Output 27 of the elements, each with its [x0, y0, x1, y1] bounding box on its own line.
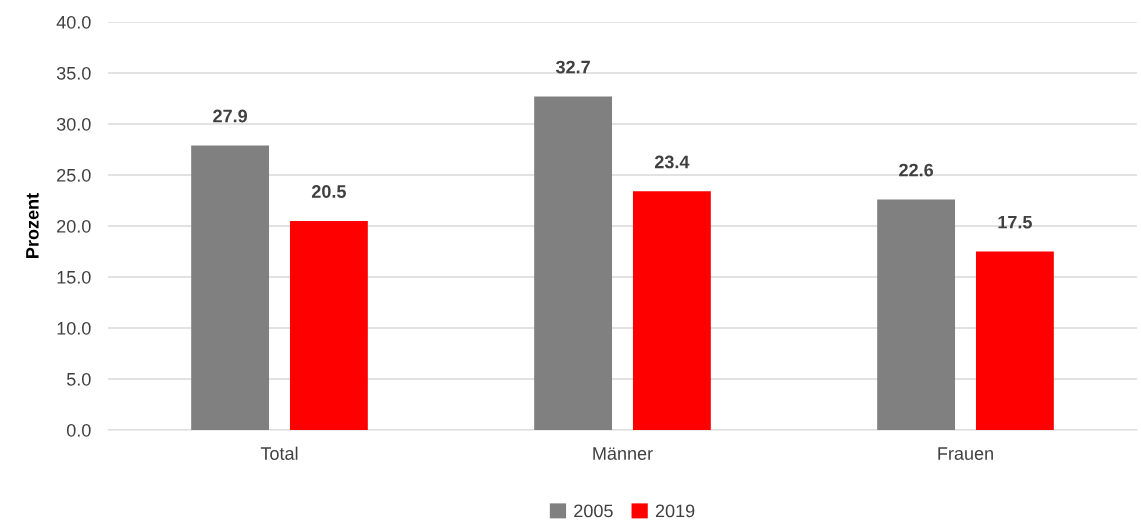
bar [534, 96, 613, 430]
bar [975, 251, 1054, 430]
y-tick-label: 20.0 [57, 219, 91, 233]
data-label: 22.6 [899, 163, 934, 177]
bar [191, 145, 270, 430]
legend-label: 2005 [574, 504, 613, 518]
y-axis-title: Prozent [26, 193, 39, 258]
data-label: 20.5 [311, 185, 346, 198]
y-tick-label: 25.0 [57, 168, 91, 182]
bar [289, 220, 368, 430]
x-tick-label: Frauen [938, 447, 993, 460]
bar [877, 199, 956, 430]
data-label: 23.4 [654, 155, 690, 169]
y-tick-label: 15.0 [57, 270, 91, 284]
data-label: 17.5 [998, 215, 1032, 229]
x-tick-label: Total [260, 446, 298, 460]
y-tick-label: 40.0 [56, 15, 91, 29]
data-label: 32.7 [555, 60, 590, 74]
y-tick-label: 0.0 [66, 423, 91, 437]
y-tick-label: 10.0 [57, 321, 91, 335]
y-tick-label: 5.0 [66, 372, 91, 386]
x-tick-label: Männer [593, 447, 653, 460]
data-label: 27.9 [213, 109, 248, 123]
y-tick-label: 30.0 [56, 117, 91, 131]
legend-label: 2019 [655, 504, 695, 518]
bar [632, 191, 711, 430]
y-tick-label: 35.0 [56, 66, 91, 80]
